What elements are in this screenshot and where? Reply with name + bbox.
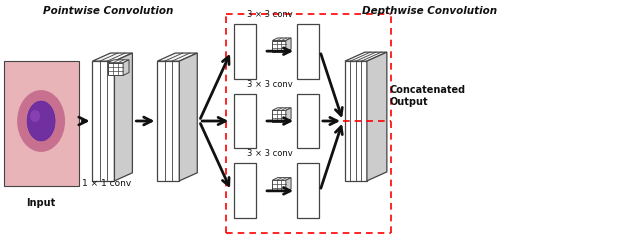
Polygon shape (297, 94, 319, 148)
Ellipse shape (30, 110, 40, 122)
Polygon shape (273, 110, 286, 122)
Polygon shape (234, 94, 256, 148)
Text: 3 × 3 conv: 3 × 3 conv (247, 149, 293, 159)
Polygon shape (4, 61, 79, 186)
Polygon shape (345, 61, 367, 181)
Polygon shape (345, 52, 387, 61)
Polygon shape (234, 163, 256, 218)
Polygon shape (179, 53, 197, 181)
Text: Input: Input (26, 198, 56, 208)
Polygon shape (367, 52, 387, 181)
Text: Pointwise Convolution: Pointwise Convolution (44, 6, 173, 16)
Ellipse shape (17, 90, 65, 152)
Polygon shape (108, 63, 123, 76)
Polygon shape (93, 53, 132, 61)
Text: Concatenated
Output: Concatenated Output (390, 85, 466, 107)
Text: Depthwise Convolution: Depthwise Convolution (362, 6, 497, 16)
Polygon shape (273, 180, 286, 191)
Ellipse shape (27, 101, 55, 141)
Polygon shape (93, 61, 115, 181)
Polygon shape (123, 60, 129, 76)
Polygon shape (286, 108, 291, 122)
Polygon shape (273, 178, 291, 180)
Polygon shape (286, 178, 291, 191)
Polygon shape (286, 38, 291, 52)
Polygon shape (297, 163, 319, 218)
Polygon shape (273, 41, 286, 52)
Polygon shape (157, 53, 197, 61)
Polygon shape (108, 60, 129, 63)
Polygon shape (115, 53, 132, 181)
Polygon shape (273, 108, 291, 110)
Text: 1 × 1 conv: 1 × 1 conv (82, 179, 131, 188)
Polygon shape (273, 38, 291, 41)
Text: 3 × 3 conv: 3 × 3 conv (247, 80, 293, 89)
Polygon shape (234, 24, 256, 79)
Polygon shape (157, 61, 179, 181)
Text: 3 × 3 conv: 3 × 3 conv (247, 10, 293, 19)
Polygon shape (297, 24, 319, 79)
